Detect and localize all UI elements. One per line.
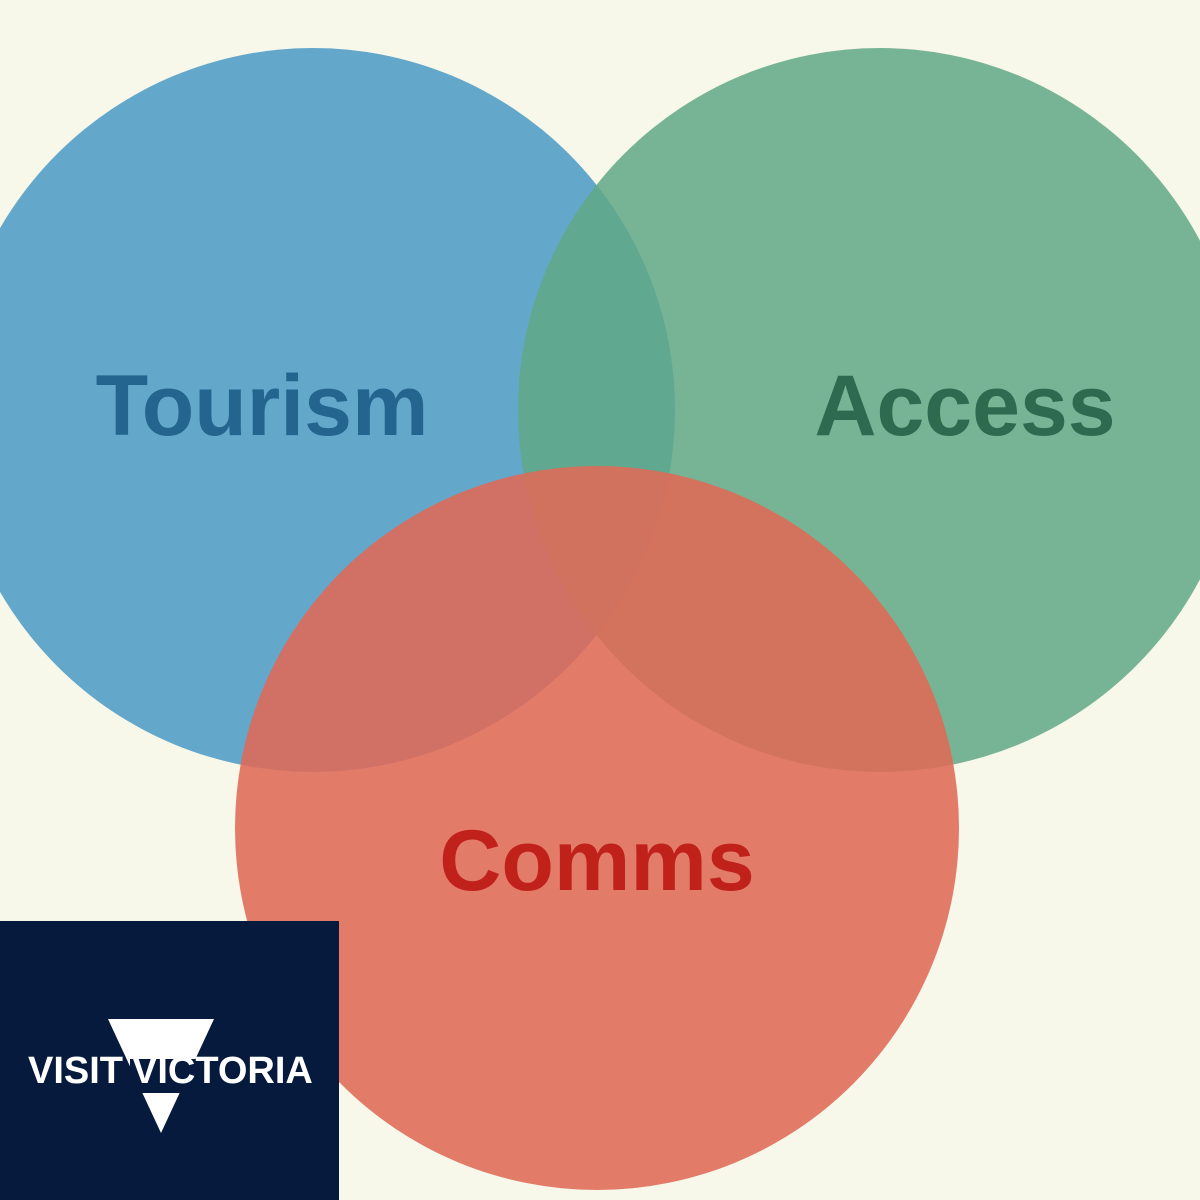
label-tourism: Tourism — [96, 358, 429, 454]
circle-comms — [235, 466, 959, 1190]
logo-text-visit: VISIT — [28, 1050, 123, 1092]
logo-mark: VISIT VICTORIA — [28, 1019, 313, 1133]
label-access: Access — [814, 358, 1115, 454]
visit-victoria-logo: VISIT VICTORIA — [0, 921, 339, 1200]
label-comms: Comms — [439, 813, 754, 909]
logo-text-victoria: VICTORIA — [132, 1050, 313, 1092]
